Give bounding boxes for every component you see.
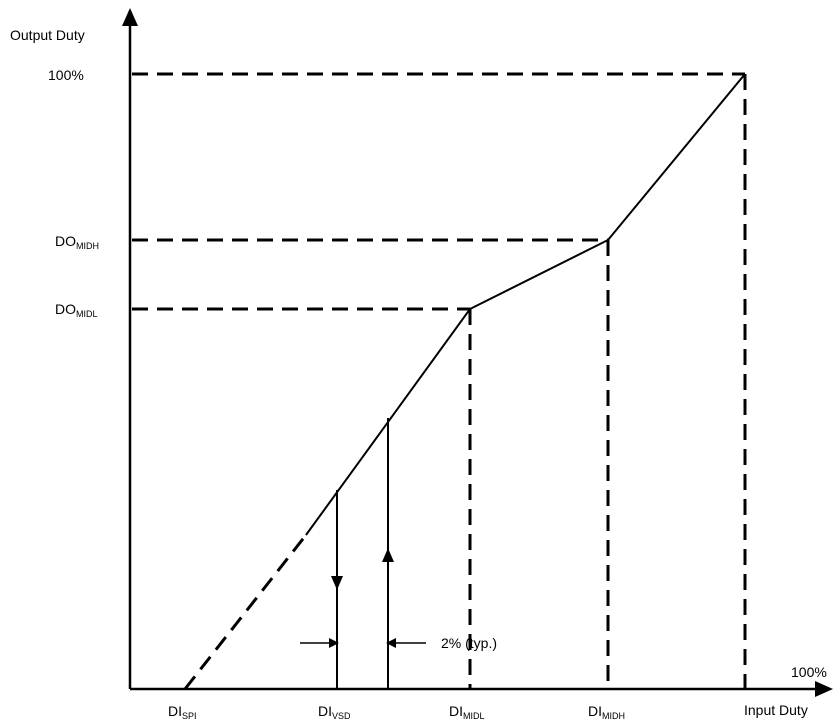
curve-dashed-extension (183, 534, 308, 690)
dispi-sub: SPI (182, 711, 197, 721)
x-max-label: 100% (791, 664, 827, 680)
dimidh-label: DIMIDH (588, 703, 625, 721)
domidl-sub: MIDL (76, 309, 98, 319)
dimidl-main: DI (449, 703, 463, 719)
domidh-main: DO (55, 233, 76, 249)
transfer-curve (305, 73, 746, 536)
dimidl-sub: MIDL (463, 711, 485, 721)
domidl-main: DO (55, 301, 76, 317)
y-axis-arrow-icon (122, 8, 138, 26)
domidl-label: DOMIDL (55, 301, 98, 319)
x-axis-title: Input Duty (744, 702, 808, 718)
y-max-label: 100% (48, 67, 84, 83)
x-axis-arrow-icon (815, 681, 833, 697)
divsd-main: DI (318, 703, 332, 719)
y-axis-title: Output Duty (10, 27, 85, 43)
dispi-main: DI (168, 703, 182, 719)
dispi-label: DISPI (168, 703, 197, 721)
hysteresis-label: 2% (typ.) (441, 635, 497, 651)
domidh-sub: MIDH (76, 241, 99, 251)
dimidh-sub: MIDH (602, 711, 625, 721)
up-arrow-icon (382, 548, 394, 562)
divsd-label: DIVSD (318, 703, 351, 721)
domidh-label: DOMIDH (55, 233, 99, 251)
dimidh-main: DI (588, 703, 602, 719)
dimidl-label: DIMIDL (449, 703, 485, 721)
down-arrow-icon (331, 576, 343, 590)
divsd-sub: VSD (332, 711, 351, 721)
